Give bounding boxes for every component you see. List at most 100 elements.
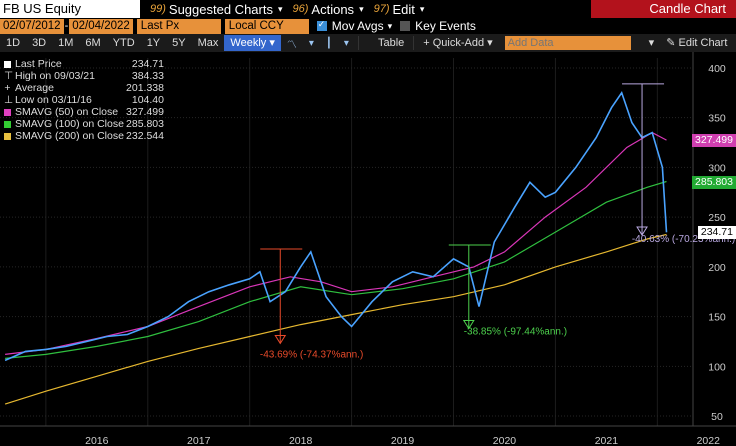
average-marker-icon: +: [4, 82, 11, 94]
period-1y[interactable]: 1Y: [146, 37, 161, 49]
low-marker-icon: ⊥: [4, 94, 14, 106]
legend-label: Low on 03/11/16: [15, 94, 92, 106]
actions-label: Actions: [311, 1, 355, 17]
drawdown-arrow-icon: [462, 320, 475, 330]
end-date-input[interactable]: 02/04/2022: [69, 18, 133, 34]
y-tick-label: 300: [708, 162, 726, 174]
actions-number: 96): [292, 3, 309, 15]
period-1d[interactable]: 1D: [6, 37, 21, 49]
drawdown-label: -38.85% (-97.44%ann.): [464, 326, 567, 337]
currency-select[interactable]: Local CCY: [224, 18, 309, 34]
edit-number: 97): [373, 3, 390, 15]
start-date-input[interactable]: 02/07/2012: [0, 18, 64, 34]
legend-value: 285.803: [126, 118, 164, 130]
drawdown-arrow-icon: [274, 334, 287, 345]
y-tick-label: 50: [711, 411, 723, 423]
legend-swatch: [4, 60, 11, 68]
divider: [357, 36, 359, 50]
price-field-select[interactable]: Last Px: [136, 18, 221, 34]
mov-avgs-toggle[interactable]: Mov Avgs ▾: [316, 19, 393, 33]
legend-label: SMAVG (100) on Close: [15, 118, 124, 130]
chevron-down-icon[interactable]: ▾: [648, 37, 655, 49]
drawdown-label: -40.63% (-70.23%ann.): [632, 234, 735, 245]
legend-row-last-price: Last Price 234.71: [4, 58, 164, 70]
period-1m[interactable]: 1M: [58, 37, 74, 49]
period-ytd[interactable]: YTD: [112, 37, 135, 49]
edit-button[interactable]: 97) Edit ▾: [374, 2, 425, 17]
x-tick-label: 2019: [391, 435, 415, 446]
date-separator: -: [64, 20, 69, 32]
legend-value: 104.40: [131, 94, 164, 106]
price-chart[interactable]: 2016 2017 2018 2019 2020 2021 2022 50 100 150 200 2…: [0, 52, 736, 446]
edit-chart-button[interactable]: ✎ Edit Chart: [666, 37, 728, 49]
chart-legend: Last Price 234.71 ⊤ High on 09/03/21 384.…: [4, 58, 164, 142]
frequency-select[interactable]: Weekly ▾: [224, 35, 281, 51]
legend-label: SMAVG (50) on Close: [15, 106, 119, 118]
price-tag: 327.499: [692, 134, 736, 148]
quick-add-button[interactable]: + Quick-Add ▾: [423, 37, 493, 49]
period-5y[interactable]: 5Y: [172, 37, 186, 49]
main-toolbar: FB US Equity 99) Suggested Charts ▾ 96) …: [0, 0, 736, 18]
period-3d[interactable]: 3D: [32, 37, 47, 49]
legend-row-smavg50: SMAVG (50) on Close 327.499: [4, 106, 164, 118]
chevron-down-icon[interactable]: ▾: [343, 37, 349, 49]
table-button[interactable]: Table: [377, 37, 405, 49]
chart-title: Candle Chart: [591, 0, 736, 18]
smavg200-line: [4, 233, 667, 405]
mov-avgs-label: Mov Avgs: [331, 19, 384, 33]
chevron-down-icon: ▾: [359, 3, 364, 14]
drawdown-label: -43.69% (-74.37%ann.): [260, 349, 363, 360]
frequency-label: Weekly: [230, 37, 267, 49]
period-6m[interactable]: 6M: [85, 37, 101, 49]
high-marker-icon: ⊤: [4, 70, 14, 82]
y-tick-label: 150: [708, 312, 726, 324]
y-tick-label: 200: [708, 262, 726, 274]
legend-row-average: + Average 201.338: [4, 82, 164, 94]
suggested-charts-button[interactable]: 99) Suggested Charts ▾: [150, 2, 283, 17]
chevron-down-icon: ▾: [277, 3, 283, 14]
chevron-down-icon: ▾: [387, 20, 393, 31]
checkbox-checked-icon: [316, 19, 327, 31]
line-chart-icon[interactable]: 〽: [286, 39, 297, 51]
suggested-charts-label: Suggested Charts: [168, 1, 273, 17]
smavg100-line: [5, 180, 667, 359]
smavg50-line: [5, 131, 667, 355]
x-tick-label: 2016: [85, 435, 109, 446]
x-tick-label: 2018: [289, 435, 313, 446]
y-tick-label: 100: [708, 361, 726, 373]
add-data-input[interactable]: [504, 36, 631, 50]
legend-value: 232.544: [126, 130, 164, 142]
price-series-line: [4, 91, 668, 362]
legend-row-high: ⊤ High on 09/03/21 384.33: [4, 70, 164, 82]
settings-toolbar: 02/07/2012 - 02/04/2022 Last Px Local CC…: [0, 18, 736, 34]
chevron-down-icon: ▾: [419, 3, 425, 14]
y-tick-label: 400: [708, 63, 726, 75]
legend-row-smavg100: SMAVG (100) on Close 285.803: [4, 118, 164, 130]
ticker-field[interactable]: FB US Equity: [0, 0, 140, 18]
legend-row-low: ⊥ Low on 03/11/16 104.40: [4, 94, 164, 106]
suggested-charts-number: 99): [150, 3, 166, 15]
actions-button[interactable]: 96) Actions ▾: [293, 2, 364, 17]
candle-icon[interactable]: ┃: [325, 37, 332, 49]
chart-canvas[interactable]: 2016 2017 2018 2019 2020 2021 2022 50 100 150 200 2…: [0, 52, 736, 446]
key-events-toggle[interactable]: Key Events: [400, 19, 476, 33]
legend-value: 384.33: [131, 70, 164, 82]
period-toolbar: 1D 3D 1M 6M YTD 1Y 5Y Max Weekly ▾ 〽 ▾ ┃…: [0, 34, 736, 52]
x-tick-label: 2017: [187, 435, 211, 446]
legend-label: High on 09/03/21: [15, 70, 95, 82]
period-max[interactable]: Max: [197, 37, 219, 49]
divider: [413, 36, 415, 50]
y-tick-label: 250: [708, 212, 726, 224]
legend-swatch: [4, 108, 11, 116]
legend-label: SMAVG (200) on Close: [15, 130, 124, 142]
legend-label: Last Price: [15, 58, 62, 70]
price-tag: 285.803: [692, 175, 736, 189]
legend-label: Average: [15, 82, 54, 94]
legend-row-smavg200: SMAVG (200) on Close 232.544: [4, 130, 164, 142]
legend-value: 201.338: [126, 82, 164, 94]
quick-add-label: + Quick-Add: [423, 37, 485, 49]
legend-value: 327.499: [126, 106, 164, 118]
y-tick-label: 350: [708, 113, 726, 125]
legend-swatch: [4, 120, 11, 128]
chevron-down-icon[interactable]: ▾: [308, 37, 314, 49]
